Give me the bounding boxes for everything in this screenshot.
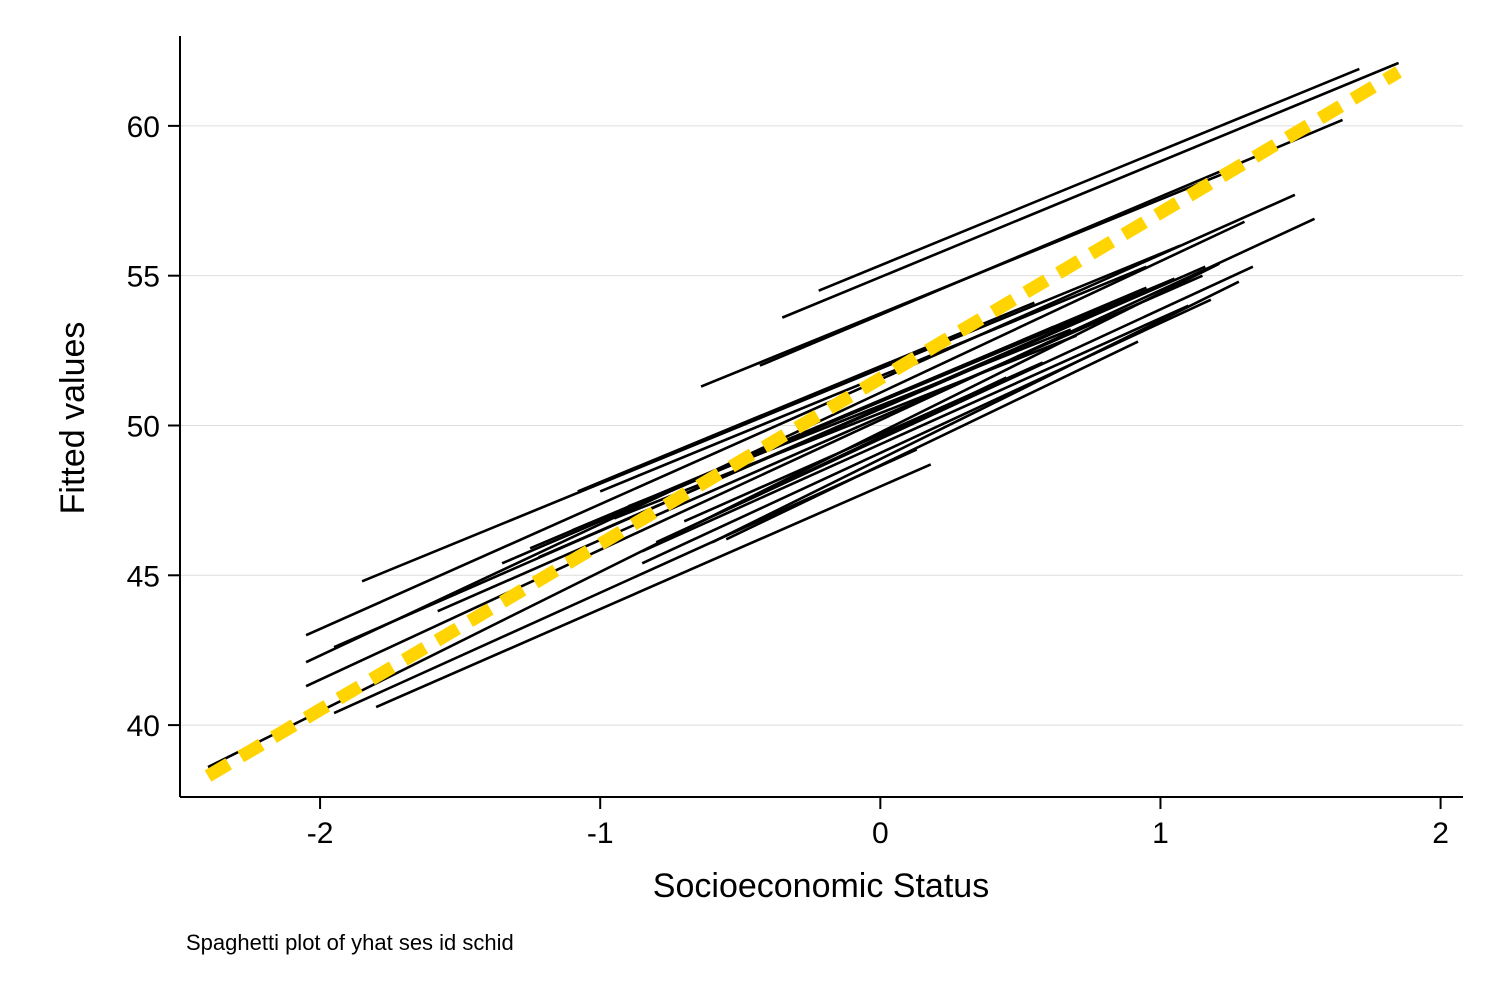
school-line-9: [437, 274, 1204, 613]
school-line-26: [739, 376, 1007, 505]
y-tick-label-45: 45: [127, 560, 160, 593]
school-line-29: [375, 463, 932, 709]
school-line-2: [781, 61, 1400, 319]
school-line-21: [641, 304, 1190, 553]
school-line-14: [577, 301, 1035, 493]
school-line-10: [305, 217, 1316, 688]
y-axis-title: Fitted values: [54, 322, 92, 515]
y-tick-label-50: 50: [127, 410, 160, 443]
tick-labels: 40 45 50 55 60 -2 -1 0 1 2: [127, 111, 1449, 850]
school-line-28: [333, 448, 918, 715]
x-tick-label--2: -2: [307, 817, 334, 850]
school-line-23: [711, 280, 1240, 544]
school-line-1: [818, 67, 1360, 292]
school-line-4: [700, 169, 1231, 388]
x-tick-label--1: -1: [587, 817, 614, 850]
x-tick-label-1: 1: [1152, 817, 1169, 850]
school-lines: [207, 61, 1400, 769]
school-line-5: [361, 244, 1181, 583]
chart-note: Spaghetti plot of yhat ses id schid: [186, 930, 514, 955]
school-line-24: [725, 340, 1139, 541]
school-line-6: [305, 193, 1296, 637]
school-line-17: [613, 334, 1077, 520]
overall-line: [204, 66, 1402, 782]
y-tick-label-40: 40: [127, 710, 160, 743]
y-tick-label-55: 55: [127, 261, 160, 294]
x-axis-title: Socioeconomic Status: [653, 867, 989, 905]
overall-fitted-line: [204, 66, 1402, 782]
x-tick-label-2: 2: [1432, 817, 1449, 850]
axes: [168, 36, 1463, 809]
y-tick-label-60: 60: [127, 111, 160, 144]
x-tick-label-0: 0: [872, 817, 889, 850]
